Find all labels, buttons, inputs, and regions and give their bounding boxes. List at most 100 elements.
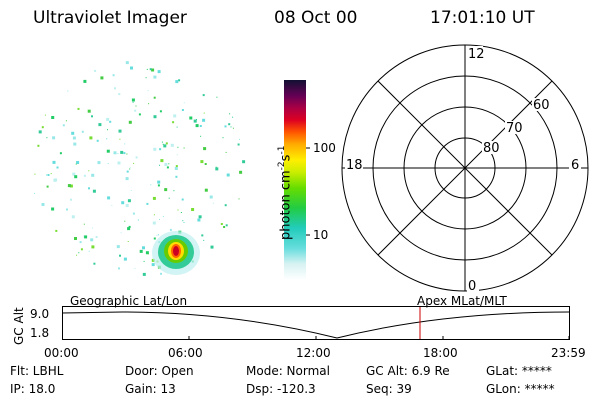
speckle	[88, 170, 90, 172]
speckle	[166, 166, 169, 169]
speckle	[73, 142, 77, 146]
speckle	[53, 178, 57, 182]
speckle	[37, 144, 40, 147]
speckle	[56, 166, 59, 169]
info-gc-alt: GC Alt: 6.9 Re	[366, 364, 450, 378]
speckle	[97, 161, 101, 165]
speckle	[177, 146, 179, 148]
speckle	[38, 130, 42, 134]
speckle	[172, 121, 175, 124]
speckle	[197, 218, 201, 222]
speckle	[34, 173, 36, 175]
colorbar	[284, 80, 310, 280]
speckle	[142, 246, 145, 250]
speckle	[216, 96, 218, 98]
speckle	[88, 187, 90, 190]
speckle	[160, 159, 164, 163]
speckle	[119, 254, 121, 257]
colorbar-unit-exp2: -1	[277, 145, 287, 155]
polar-grid: 12 18 6 0 60 70 80	[341, 44, 589, 294]
info-door: Door: Open	[125, 364, 194, 378]
speckle	[132, 101, 134, 103]
speckle	[138, 113, 141, 116]
speckle	[212, 202, 214, 204]
speckle	[159, 164, 160, 166]
speckle	[145, 77, 147, 79]
speckle	[128, 225, 131, 228]
speckle	[130, 190, 132, 191]
speckle	[202, 94, 205, 97]
colorbar-tick-100: 100	[313, 141, 336, 155]
speckle	[228, 123, 231, 126]
speckle	[127, 241, 129, 242]
colorbar-unit-photon: photon cm	[278, 170, 294, 240]
timeline-xtick-0000: 00:00	[44, 346, 79, 360]
speckle	[178, 79, 181, 82]
speckle	[161, 141, 163, 143]
speckle	[124, 220, 126, 222]
speckle	[91, 115, 93, 118]
speckle	[152, 196, 156, 200]
speckle	[210, 245, 214, 249]
speckle	[146, 202, 149, 205]
speckle	[150, 184, 152, 186]
speckle	[237, 143, 240, 146]
speckle	[225, 151, 227, 153]
speckle	[71, 131, 75, 135]
speckle	[159, 219, 160, 220]
speckle	[195, 124, 199, 128]
speckle	[238, 198, 240, 200]
speckle	[148, 103, 150, 105]
speckle	[72, 136, 76, 140]
speckle	[52, 160, 56, 164]
speckle	[242, 160, 246, 164]
timeline-ytick-1: 1.8	[30, 326, 50, 340]
speckle	[121, 201, 125, 205]
colorbar-tick-10: 10	[313, 228, 329, 242]
speckle	[147, 90, 149, 92]
speckle	[117, 153, 119, 154]
info-gain: Gain: 13	[125, 382, 176, 396]
speckle	[225, 224, 228, 227]
speckle	[129, 166, 131, 168]
lat-label-60: 60	[533, 98, 550, 113]
info-mode: Mode: Normal	[246, 364, 330, 378]
speckle	[41, 203, 45, 206]
info-glon: GLon: *****	[486, 382, 555, 396]
speckle	[116, 245, 120, 249]
speckle	[200, 135, 202, 137]
speckle	[106, 149, 110, 153]
speckle	[112, 74, 115, 77]
speckle	[193, 119, 197, 123]
speckle	[98, 123, 102, 127]
speckle	[182, 220, 184, 222]
mlt-label-12: 12	[468, 47, 485, 62]
speckle	[113, 151, 117, 155]
timeline-left-label: Geographic Lat/Lon	[70, 294, 188, 308]
timeline-ytick-9: 9.0	[30, 307, 50, 321]
speckle	[74, 237, 77, 240]
lat-label-80: 80	[483, 141, 500, 156]
speckle	[137, 219, 139, 221]
speckle	[67, 90, 69, 92]
speckle	[169, 228, 172, 231]
speckle	[176, 126, 178, 128]
speckle	[93, 262, 96, 265]
info-glat: GLat: *****	[486, 364, 552, 378]
speckle	[196, 119, 197, 120]
speckle	[222, 137, 224, 139]
speckle	[173, 114, 177, 118]
instrument-title: Ultraviolet Imager	[33, 8, 187, 28]
speckle	[65, 120, 67, 122]
speckle	[106, 117, 110, 121]
speckle	[92, 189, 96, 193]
speckle	[152, 221, 156, 225]
speckle	[79, 241, 82, 244]
speckle	[156, 234, 158, 236]
speckle	[163, 144, 167, 148]
speckle	[51, 207, 55, 211]
speckle	[66, 208, 68, 211]
speckle	[153, 147, 157, 151]
speckle	[114, 87, 116, 90]
altitude-curve	[62, 311, 570, 339]
